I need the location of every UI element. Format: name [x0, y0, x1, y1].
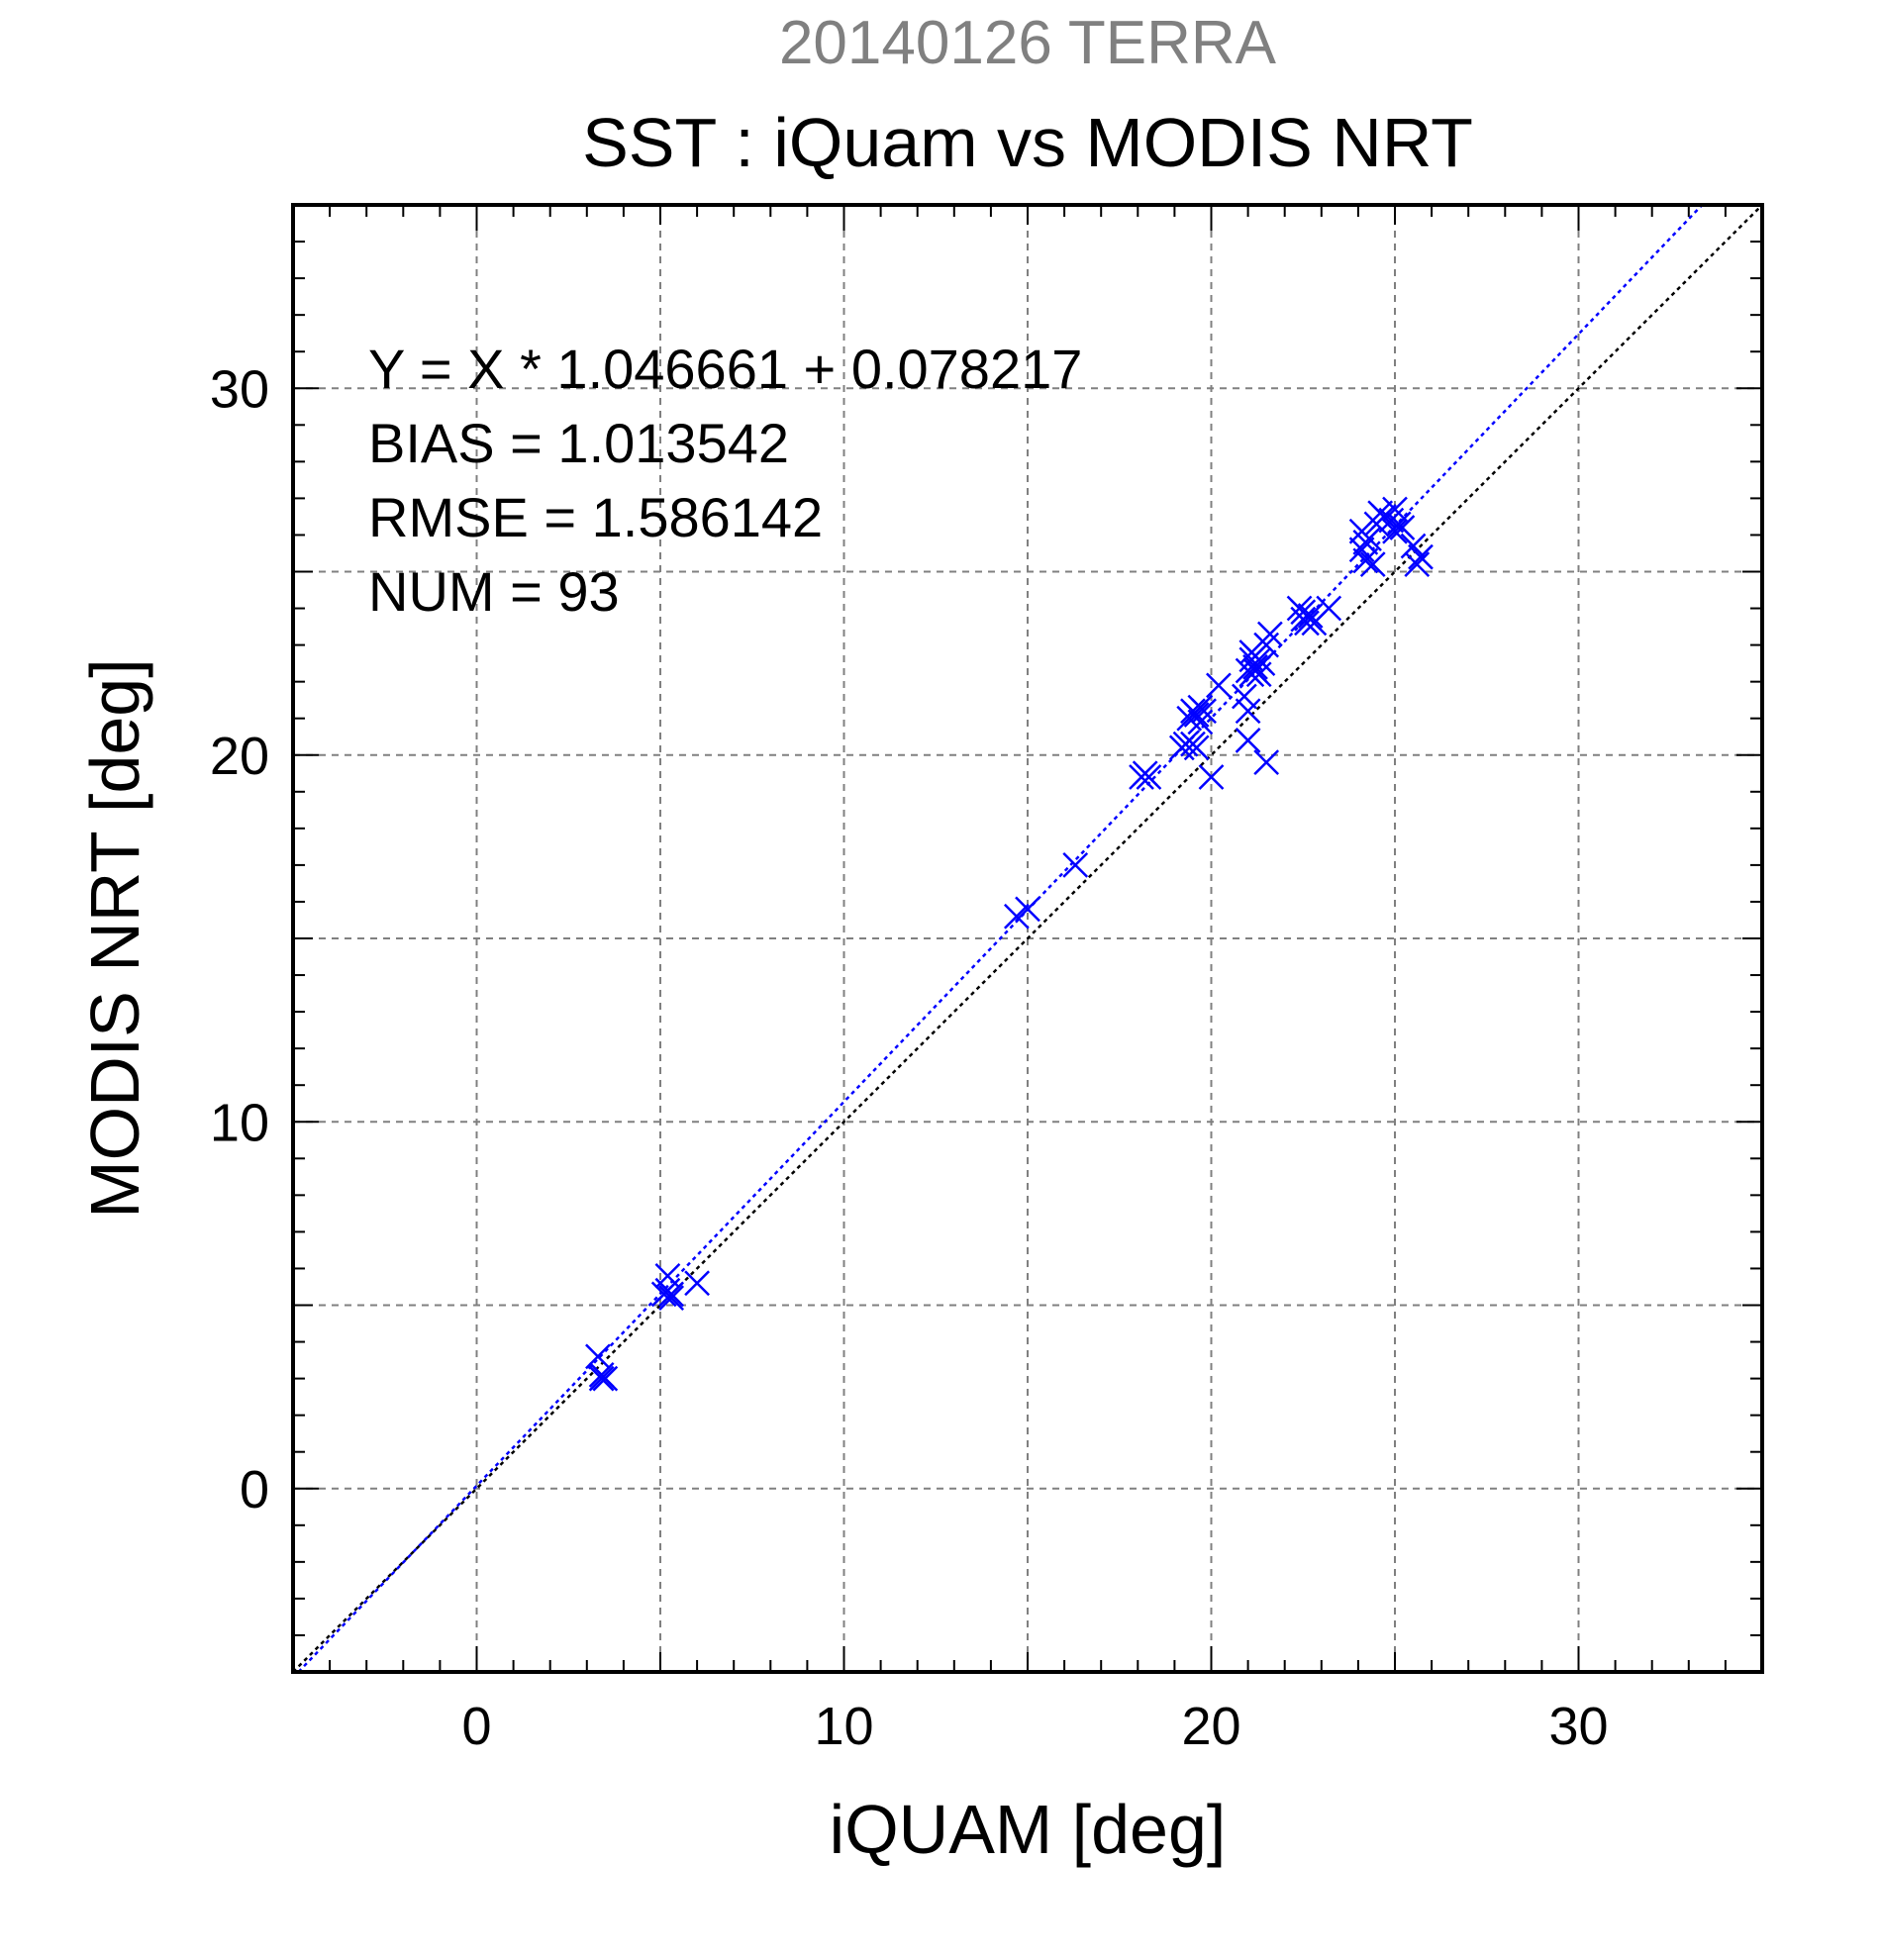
- rmse-label: RMSE = 1.586142: [368, 486, 823, 548]
- data-point: [1352, 547, 1379, 574]
- fit-equation: Y = X * 1.046661 + 0.078217: [368, 338, 1082, 400]
- y-tick-label: 0: [240, 1460, 269, 1519]
- y-axis-label: MODIS NRT [deg]: [76, 658, 153, 1218]
- x-tick-label: 10: [814, 1697, 873, 1756]
- data-point: [1198, 764, 1225, 790]
- y-tick-label: 30: [210, 359, 269, 419]
- data-point: [1003, 903, 1030, 930]
- data-point: [1253, 749, 1280, 776]
- data-point: [1242, 653, 1268, 680]
- plot-frame: [291, 203, 1764, 1674]
- data-point: [592, 1365, 619, 1392]
- data-point: [1235, 698, 1261, 725]
- data-point: [1015, 896, 1040, 923]
- stats-annotations: Y = X * 1.046661 + 0.078217 BIAS = 1.013…: [368, 338, 1082, 623]
- identity-line: [293, 205, 1762, 1672]
- num-label: NUM = 93: [368, 560, 620, 623]
- bias-label: BIAS = 1.013542: [368, 412, 789, 474]
- data-point: [1370, 504, 1397, 530]
- data-point: [658, 1285, 685, 1311]
- data-point: [588, 1365, 615, 1392]
- data-point: [1235, 728, 1261, 753]
- data-point: [1136, 764, 1162, 790]
- data-point: [1294, 610, 1320, 637]
- data-points: [585, 496, 1434, 1392]
- data-point: [1382, 496, 1408, 523]
- x-tick-label: 0: [461, 1697, 491, 1756]
- x-tick-label: 20: [1181, 1697, 1240, 1756]
- data-point: [1404, 551, 1431, 577]
- data-point: [1316, 595, 1342, 622]
- data-point: [1382, 518, 1408, 544]
- data-point: [1408, 543, 1434, 570]
- chart-title: SST : iQuam vs MODIS NRT: [582, 104, 1473, 181]
- data-point: [1183, 702, 1210, 728]
- data-point: [1256, 621, 1283, 647]
- data-point: [1356, 526, 1382, 552]
- x-tick-label: 30: [1548, 1697, 1608, 1756]
- tick-labels: 0 10 20 30 0 10 20 30: [210, 359, 1609, 1756]
- grid: [293, 205, 1762, 1672]
- data-point: [1297, 603, 1324, 629]
- data-point: [1389, 515, 1416, 540]
- data-point: [1206, 672, 1232, 699]
- y-tick-label: 20: [210, 727, 269, 786]
- data-point: [1183, 735, 1210, 761]
- chart-subtitle: 20140126 TERRA: [779, 9, 1277, 77]
- y-tick-label: 10: [210, 1093, 269, 1152]
- data-point: [1191, 698, 1217, 725]
- x-axis-label: iQUAM [deg]: [830, 1791, 1227, 1868]
- data-point: [1062, 852, 1089, 878]
- data-point: [1232, 683, 1257, 710]
- data-point: [684, 1270, 710, 1297]
- data-point: [658, 1281, 685, 1308]
- data-point: [585, 1343, 611, 1370]
- data-point: [1359, 551, 1386, 577]
